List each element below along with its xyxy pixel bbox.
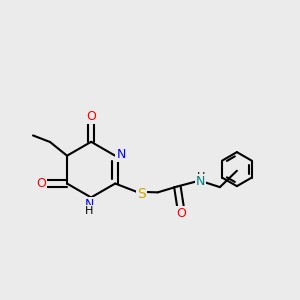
Text: N: N (85, 198, 94, 211)
Text: O: O (86, 110, 96, 124)
Text: H: H (197, 172, 205, 182)
Text: N: N (116, 148, 126, 160)
Text: N: N (196, 176, 205, 188)
Text: S: S (137, 187, 146, 201)
Text: O: O (36, 177, 46, 190)
Text: H: H (85, 206, 94, 215)
Text: O: O (176, 207, 186, 220)
